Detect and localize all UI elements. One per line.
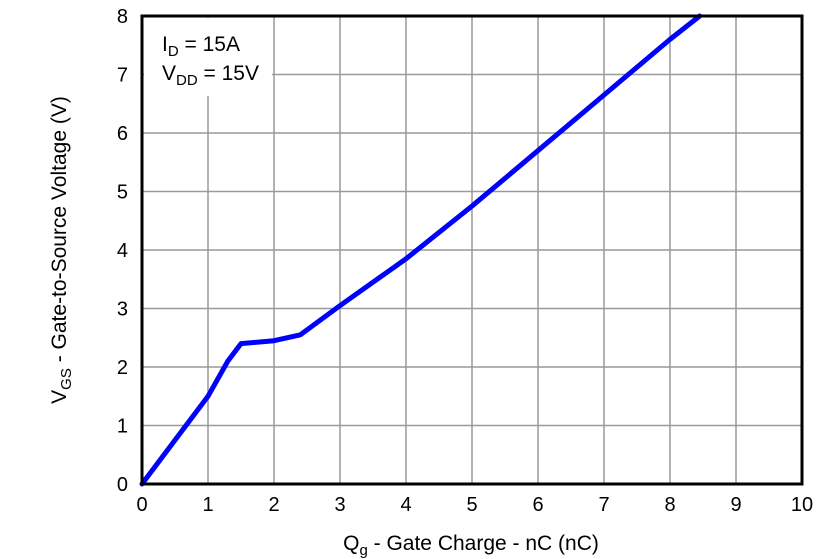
x-tick-label: 4 bbox=[400, 494, 411, 516]
x-tick-label: 8 bbox=[664, 494, 675, 516]
y-tick-label: 6 bbox=[117, 123, 128, 145]
x-tick-label: 9 bbox=[730, 494, 741, 516]
annotation-vdd: VDD = 15V bbox=[162, 62, 259, 89]
x-axis-label: Qg - Gate Charge - nC (nC) bbox=[343, 532, 599, 559]
x-tick-label: 5 bbox=[466, 494, 477, 516]
y-tick-label: 4 bbox=[117, 240, 128, 262]
x-tick-label: 7 bbox=[598, 494, 609, 516]
annotation-background bbox=[144, 18, 272, 96]
x-tick-label: 2 bbox=[268, 494, 279, 516]
y-axis-label: VGS - Gate-to-Source Voltage (V) bbox=[48, 96, 75, 404]
x-tick-label: 0 bbox=[136, 494, 147, 516]
y-tick-label: 0 bbox=[117, 474, 128, 496]
x-axis-ticks: 0 1 2 3 4 5 6 7 8 9 10 bbox=[136, 494, 813, 516]
y-tick-label: 3 bbox=[117, 299, 128, 321]
annotation-id: ID = 15A bbox=[162, 33, 240, 60]
plot-frame bbox=[140, 14, 804, 486]
y-axis-ticks: 0 1 2 3 4 5 6 7 8 bbox=[117, 6, 128, 496]
x-tick-label: 1 bbox=[202, 494, 213, 516]
x-tick-label: 6 bbox=[532, 494, 543, 516]
y-tick-label: 2 bbox=[117, 357, 128, 379]
vgs-curve bbox=[139, 13, 703, 487]
y-tick-label: 7 bbox=[117, 65, 128, 87]
y-tick-label: 8 bbox=[117, 6, 128, 28]
y-tick-label: 1 bbox=[117, 416, 128, 438]
x-tick-label: 3 bbox=[334, 494, 345, 516]
y-tick-label: 5 bbox=[117, 182, 128, 204]
x-tick-label: 10 bbox=[791, 494, 813, 516]
